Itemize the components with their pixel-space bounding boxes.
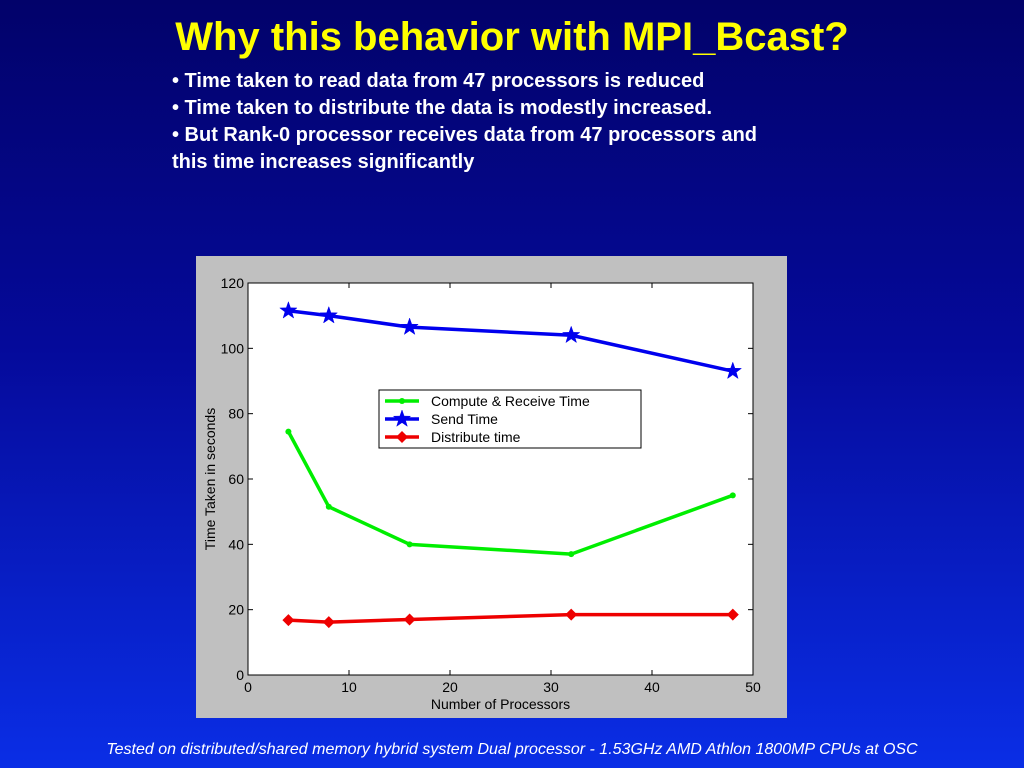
y-tick-label: 40 [228,536,244,552]
plot-area [247,282,754,676]
data-point-0 [285,428,292,435]
y-tick-label: 60 [228,471,244,487]
bullet-item: • Time taken to read data from 47 proces… [172,70,705,92]
bullet-item: • Time taken to distribute the data is m… [172,97,713,119]
legend-marker-1 [392,409,412,427]
slide-title: Why this behavior with MPI_Bcast? [175,15,849,59]
legend-marker-2 [396,431,408,443]
y-tick-label: 120 [221,275,245,291]
y-tick-label: 100 [221,340,245,356]
legend-label: Compute & Receive Time [431,393,590,409]
x-tick-label: 50 [745,679,761,695]
data-point-1 [723,361,743,380]
y-tick-label: 80 [228,406,244,422]
data-point-1 [400,317,419,335]
bullet-item: • But Rank-0 processor receives data fro… [172,124,758,173]
x-tick-label: 20 [442,679,458,695]
legend-marker-0 [399,398,405,404]
data-point-1 [319,305,339,324]
y-axis-label: Time Taken in seconds [202,408,218,550]
y-tick-label: 20 [228,602,244,618]
x-tick-label: 30 [543,679,559,695]
legend-label: Distribute time [431,429,521,445]
bullet-list: • Time taken to read data from 47 proces… [172,68,772,176]
chart-svg: 0 10 20 30 40 50 0 20 40 60 80 100 120 Number of Proc… [202,275,761,712]
legend-box [378,389,642,449]
data-point-0 [406,541,413,548]
data-point-2 [565,608,578,621]
y-tick-label: 0 [236,667,244,683]
data-point-1 [561,325,581,344]
line-chart: 0 10 20 30 40 50 0 20 40 60 80 100 120 Number of Proc… [196,256,787,718]
data-point-0 [568,551,575,558]
legend-label: Send Time [431,411,498,427]
data-point-2 [282,614,295,627]
footer-note: Tested on distributed/shared memory hybr… [106,741,918,758]
x-tick-label: 0 [244,679,252,695]
x-tick-label: 10 [341,679,357,695]
data-point-0 [325,503,332,510]
data-point-2 [322,616,335,629]
x-axis-label: Number of Processors [431,696,570,712]
data-point-1 [279,301,298,319]
data-point-2 [403,613,416,626]
data-point-2 [726,608,739,621]
data-point-0 [729,492,736,499]
x-tick-label: 40 [644,679,660,695]
